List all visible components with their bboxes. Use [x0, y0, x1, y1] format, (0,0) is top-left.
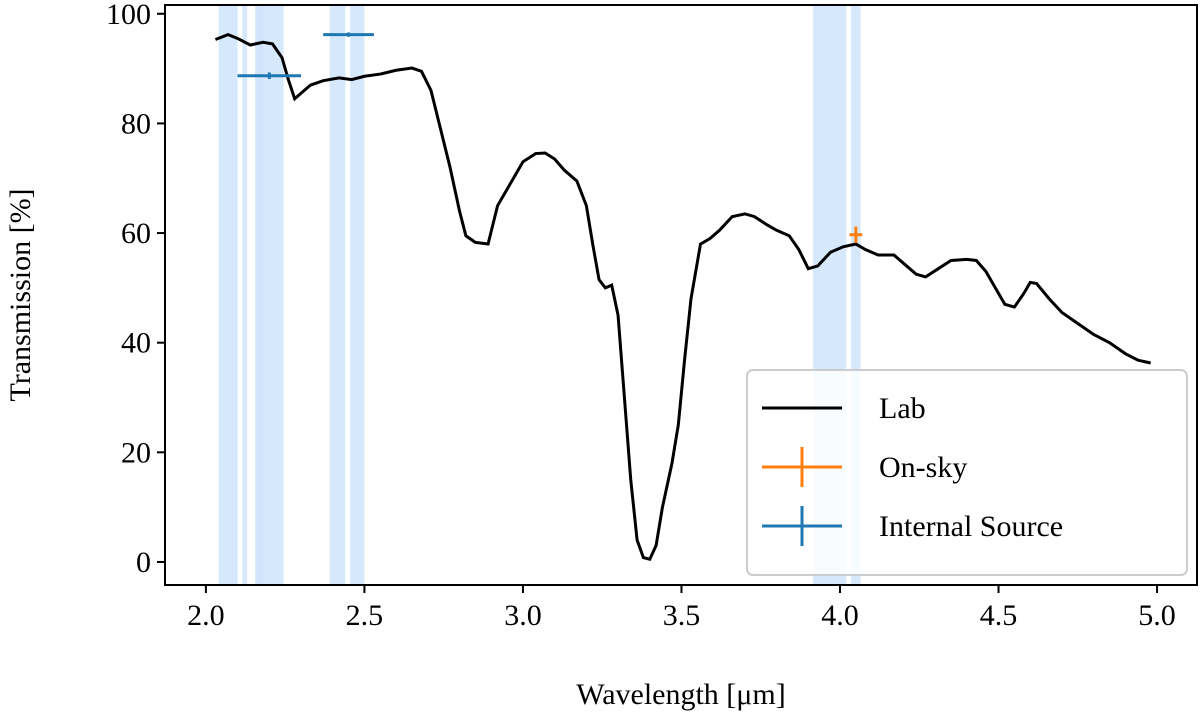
y-tick-label: 20 [121, 436, 151, 469]
x-tick-label: 5.0 [1138, 599, 1176, 632]
y-tick-label: 0 [136, 546, 151, 579]
y-tick-label: 40 [121, 327, 151, 360]
shaded-band [350, 5, 365, 585]
legend-label: Internal Source [879, 510, 1063, 543]
legend-label: On-sky [879, 451, 967, 484]
x-tick-label: 2.5 [346, 599, 384, 632]
shaded-band [329, 5, 346, 585]
shaded-band [256, 5, 263, 585]
x-tick-label: 3.0 [504, 599, 542, 632]
y-axis-label: Transmission [%] [4, 188, 37, 401]
x-tick-label: 3.5 [663, 599, 701, 632]
shaded-band [851, 5, 861, 585]
y-tick-label: 80 [121, 107, 151, 140]
legend-box [746, 369, 1188, 576]
plot-frame [164, 4, 1198, 586]
x-tick-label: 4.0 [821, 599, 859, 632]
x-axis-label: Wavelength [μm] [576, 678, 785, 711]
y-tick-label: 100 [106, 0, 151, 31]
y-tick-label: 60 [121, 217, 151, 250]
line-series [214, 32, 1152, 562]
shaded-band [242, 5, 248, 585]
x-tick-label: 2.0 [187, 599, 225, 632]
x-tick-label: 4.5 [980, 599, 1018, 632]
legend-label: Lab [879, 392, 926, 425]
shaded-band [218, 5, 238, 585]
